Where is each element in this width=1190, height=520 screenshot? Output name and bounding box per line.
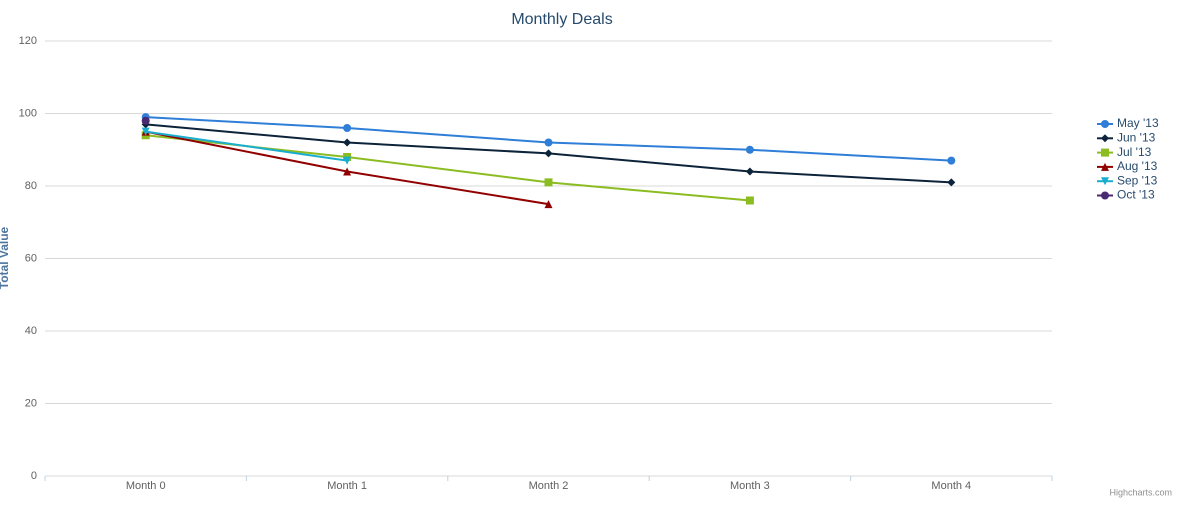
x-tick-label: Month 3 bbox=[730, 480, 770, 492]
y-tick-label: 20 bbox=[25, 397, 37, 409]
legend-label: Jun '13 bbox=[1117, 130, 1156, 144]
y-tick-label: 0 bbox=[31, 470, 37, 482]
y-tick-label: 120 bbox=[19, 35, 37, 47]
marker bbox=[947, 156, 956, 165]
legend-label: May '13 bbox=[1117, 116, 1159, 130]
marker bbox=[1101, 134, 1109, 143]
x-tick-label: Month 1 bbox=[327, 480, 367, 492]
y-tick-label: 40 bbox=[25, 325, 37, 337]
marker bbox=[1101, 191, 1109, 200]
x-tick-label: Month 0 bbox=[126, 480, 166, 492]
marker bbox=[1101, 120, 1109, 128]
x-tick-label: Month 2 bbox=[529, 480, 569, 492]
credits[interactable]: Highcharts.com bbox=[1109, 487, 1172, 497]
marker bbox=[745, 145, 754, 154]
legend-item[interactable]: Sep '13 bbox=[1097, 173, 1158, 187]
marker bbox=[343, 156, 352, 165]
legend-label: Oct '13 bbox=[1117, 188, 1155, 202]
marker bbox=[544, 178, 553, 187]
marker bbox=[343, 124, 352, 132]
marker bbox=[745, 167, 754, 176]
legend-item[interactable]: Oct '13 bbox=[1097, 188, 1155, 202]
series-line bbox=[145, 130, 348, 162]
legend-label: Sep '13 bbox=[1117, 173, 1158, 187]
y-tick-label: 100 bbox=[19, 107, 37, 119]
marker bbox=[745, 196, 754, 205]
legend-item[interactable]: May '13 bbox=[1097, 116, 1159, 130]
legend-item[interactable]: Jul '13 bbox=[1097, 145, 1152, 159]
marker bbox=[544, 138, 553, 147]
legend-label: Jul '13 bbox=[1117, 145, 1152, 159]
x-tick-label: Month 4 bbox=[931, 480, 971, 492]
y-axis-label: Total Value bbox=[0, 226, 11, 289]
marker bbox=[343, 138, 352, 147]
legend-item[interactable]: Aug '13 bbox=[1097, 159, 1158, 173]
y-tick-label: 60 bbox=[25, 252, 37, 264]
marker bbox=[343, 167, 352, 176]
marker bbox=[947, 178, 956, 187]
marker bbox=[544, 149, 553, 158]
marker bbox=[1101, 148, 1109, 157]
chart-title: Monthly Deals bbox=[511, 11, 612, 28]
marker bbox=[1101, 162, 1109, 171]
legend-label: Aug '13 bbox=[1117, 159, 1158, 173]
marker bbox=[1101, 177, 1109, 186]
marker bbox=[141, 116, 150, 125]
y-tick-label: 80 bbox=[25, 180, 37, 192]
legend-item[interactable]: Jun '13 bbox=[1097, 130, 1156, 144]
marker bbox=[544, 200, 553, 209]
marker bbox=[141, 127, 150, 136]
